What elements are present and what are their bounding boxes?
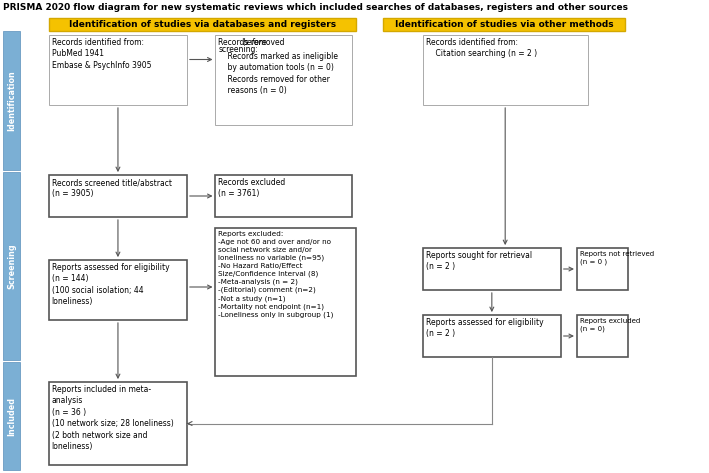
- Bar: [216, 228, 356, 376]
- Bar: [3, 362, 21, 470]
- Text: Reports assessed for eligibility
(n = 2 ): Reports assessed for eligibility (n = 2 …: [425, 318, 543, 339]
- Bar: [49, 382, 187, 465]
- Text: Reports included in meta-
analysis
(n = 36 )
(10 network size; 28 loneliness)
(2: Reports included in meta- analysis (n = …: [52, 385, 174, 451]
- Bar: [49, 260, 187, 320]
- Text: Identification: Identification: [7, 70, 16, 131]
- Bar: [3, 172, 21, 360]
- Bar: [3, 31, 21, 170]
- Bar: [383, 18, 625, 31]
- Bar: [423, 35, 588, 105]
- Bar: [423, 248, 561, 290]
- Text: Reports sought for retrieval
(n = 2 ): Reports sought for retrieval (n = 2 ): [425, 251, 532, 272]
- Text: Records removed: Records removed: [218, 38, 287, 47]
- Bar: [49, 35, 187, 105]
- Text: Reports not retrieved
(n = 0 ): Reports not retrieved (n = 0 ): [579, 251, 654, 265]
- Text: Records marked as ineligible
    by automation tools (n = 0)
    Records removed: Records marked as ineligible by automati…: [218, 52, 338, 96]
- Bar: [49, 175, 187, 217]
- Text: Included: Included: [7, 396, 16, 436]
- Text: before: before: [243, 38, 268, 47]
- Text: Reports excluded:
-Age not 60 and over and/or no
social network size and/or
lone: Reports excluded: -Age not 60 and over a…: [218, 231, 333, 318]
- Text: Records excluded
(n = 3761): Records excluded (n = 3761): [218, 178, 285, 199]
- Text: Records screened title/abstract
(n = 3905): Records screened title/abstract (n = 390…: [52, 178, 172, 199]
- Bar: [216, 35, 352, 125]
- Bar: [577, 315, 627, 357]
- Bar: [216, 175, 352, 217]
- Bar: [577, 248, 627, 290]
- Text: screening:: screening:: [218, 45, 258, 54]
- Text: PRISMA 2020 flow diagram for new systematic reviews which included searches of d: PRISMA 2020 flow diagram for new systema…: [3, 3, 627, 12]
- Text: Records identified from:
    Citation searching (n = 2 ): Records identified from: Citation search…: [425, 38, 537, 59]
- Text: Records identified from:
PubMed 1941
Embase & PsychInfo 3905: Records identified from: PubMed 1941 Emb…: [52, 38, 151, 70]
- Text: Reports excluded
(n = 0): Reports excluded (n = 0): [579, 318, 640, 332]
- Text: Identification of studies via other methods: Identification of studies via other meth…: [394, 20, 613, 29]
- Text: Screening: Screening: [7, 243, 16, 289]
- Bar: [49, 18, 356, 31]
- Text: Identification of studies via databases and registers: Identification of studies via databases …: [69, 20, 336, 29]
- Text: Reports assessed for eligibility
(n = 144)
(100 social isolation; 44
loneliness): Reports assessed for eligibility (n = 14…: [52, 263, 169, 307]
- Bar: [423, 315, 561, 357]
